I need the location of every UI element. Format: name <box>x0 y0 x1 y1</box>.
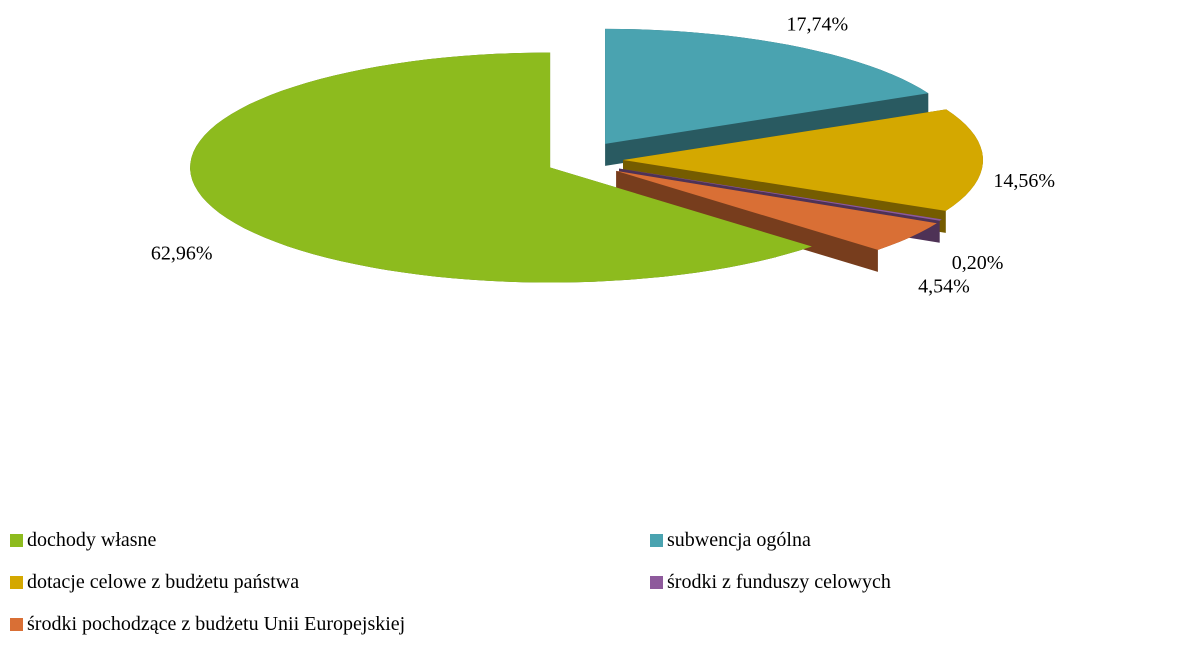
data-label: 14,56% <box>993 170 1055 192</box>
slice <box>623 109 983 211</box>
legend-item: dotacje celowe z budżetu państwa <box>10 570 650 594</box>
legend-label: subwencja ogólna <box>667 528 811 551</box>
legend-label: środki z funduszy celowych <box>667 570 891 593</box>
slice <box>616 170 937 250</box>
slice <box>605 28 929 144</box>
legend-swatch <box>10 575 23 589</box>
legend-item: subwencja ogólna <box>650 528 1150 552</box>
legend: dochody własne subwencja ogólna dotacje ce… <box>10 528 1170 636</box>
slice <box>619 168 942 221</box>
legend-item: dochody własne <box>10 528 650 552</box>
legend-item: środki z funduszy celowych <box>650 570 1150 594</box>
legend-swatch <box>650 533 663 547</box>
slice-side <box>616 170 937 272</box>
legend-label: dochody własne <box>27 528 157 551</box>
slice <box>190 52 812 283</box>
data-label: 4,54% <box>918 276 970 298</box>
legend-item: środki pochodzące z budżetu Unii Europej… <box>10 612 650 636</box>
legend-label: dotacje celowe z budżetu państwa <box>27 570 300 593</box>
data-label: 17,74% <box>786 13 848 35</box>
legend-swatch <box>10 533 23 547</box>
chart: 62,96% 17,74% 14,56% 0,20%4,54% <box>151 13 1055 305</box>
data-label: 0,20% <box>952 252 1004 274</box>
slice-tops <box>190 28 983 283</box>
legend-swatch <box>10 617 23 631</box>
legend-label: środki pochodzące z budżetu Unii Europej… <box>27 612 406 635</box>
data-label: 62,96% <box>151 242 213 264</box>
legend-swatch <box>650 575 663 589</box>
